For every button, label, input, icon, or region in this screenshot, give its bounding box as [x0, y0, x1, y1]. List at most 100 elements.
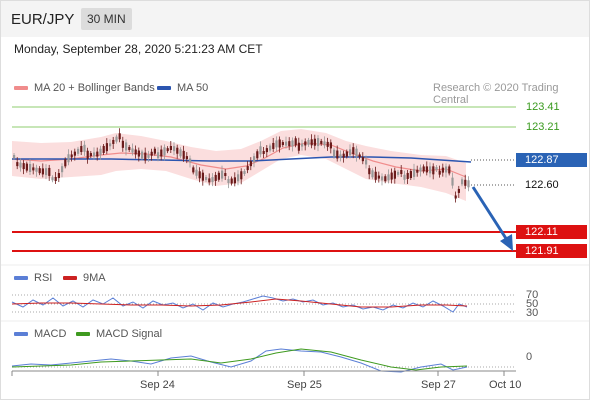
ma20-line [11, 142, 467, 178]
legend-rsi-ma: 9MA [63, 272, 106, 284]
legend-macd-signal: MACD Signal [76, 328, 162, 340]
candle-body [131, 148, 134, 153]
candle-body [77, 148, 80, 154]
candle-body [185, 156, 188, 160]
candle-body [310, 139, 313, 146]
candle-body [349, 149, 352, 156]
candle-body [240, 171, 243, 180]
candle-body [134, 149, 137, 155]
candle-body [195, 169, 198, 176]
candle-body [361, 157, 364, 162]
candle-body [416, 169, 419, 173]
candle-body [73, 151, 76, 156]
candle-body [227, 179, 230, 184]
chart-header: EUR/JPY 30 MIN [1, 1, 589, 37]
candle-body [86, 150, 89, 159]
last-price-tag: 122.60 [516, 178, 587, 192]
legend-ma20: MA 20 + Bollinger Bands [14, 82, 155, 94]
candle-body [137, 150, 140, 157]
candle-body [313, 138, 316, 146]
legend-macd: MACD [14, 328, 66, 340]
candle-body [118, 133, 121, 140]
candle-body [435, 167, 438, 171]
legend-rsi-label: RSI [34, 272, 53, 284]
x-label-sep25: Sep 25 [287, 379, 322, 391]
candle-body [307, 139, 310, 145]
candle-body [377, 175, 380, 179]
candle-body [272, 142, 275, 149]
candle-body [64, 159, 67, 167]
support-1-tag: 122.11 [516, 225, 587, 239]
candle-body [304, 141, 307, 146]
candle-body [342, 153, 345, 158]
candle-body [301, 143, 304, 147]
candle-body [16, 162, 19, 167]
candle-body [413, 168, 416, 177]
candle-body [368, 168, 371, 175]
candle-body [169, 146, 172, 150]
rsi-line [11, 295, 468, 313]
rsi-axis-50: 50 [526, 298, 539, 310]
resistance-1-label: 123.21 [526, 121, 560, 133]
candle-body [265, 148, 268, 153]
candle-body [269, 145, 272, 151]
candle-body [355, 148, 358, 157]
candle-body [390, 172, 393, 180]
candle-body [35, 167, 38, 172]
projection-arrowhead [500, 234, 513, 251]
rsi-axis-30: 30 [526, 307, 539, 319]
ma50-price-tag: 122.87 [516, 153, 587, 167]
candle-body [217, 172, 220, 180]
timeframe-button[interactable]: 30 MIN [81, 8, 132, 30]
currency-pair-title: EUR/JPY [11, 11, 75, 28]
rsi-axis-70: 70 [526, 289, 539, 301]
candle-body [144, 152, 147, 161]
x-label-sep27: Sep 27 [421, 379, 456, 391]
rsi-ma-swatch [63, 276, 77, 280]
timestamp: Monday, September 28, 2020 5:21:23 AM CE… [14, 42, 263, 56]
candle-body [419, 167, 422, 172]
candle-body [214, 174, 217, 181]
candle-body [432, 166, 435, 175]
candle-body [189, 158, 192, 163]
candle-body [67, 154, 70, 163]
candle-body [320, 140, 323, 144]
support-2-tag: 121.91 [516, 244, 587, 258]
candle-body [333, 149, 336, 157]
rsi-ma-line [11, 298, 468, 308]
candle-body [256, 151, 259, 159]
candle-body [224, 173, 227, 177]
legend-ma20-label: MA 20 + Bollinger Bands [34, 82, 155, 94]
legend-ma50: MA 50 [157, 82, 208, 94]
candle-body [109, 143, 112, 147]
candle-body [317, 138, 320, 147]
candle-body [192, 167, 195, 173]
candle-body [48, 167, 51, 176]
ma20-swatch [14, 86, 28, 90]
candle-body [358, 154, 361, 158]
candle-body [281, 142, 284, 146]
candle-body [29, 164, 32, 172]
ma50-swatch [157, 86, 171, 90]
legend-rsi: RSI [14, 272, 52, 284]
candle-body [83, 144, 86, 152]
candle-body [105, 143, 108, 152]
candle-body [160, 149, 163, 157]
candle-body [288, 141, 291, 147]
candle-body [80, 146, 83, 153]
candle-body [141, 151, 144, 159]
macd-axis-zero: 0 [526, 351, 533, 363]
resistance-2-label: 123.41 [526, 101, 560, 113]
candle-body [326, 141, 329, 147]
macd-line [11, 348, 468, 373]
candle-body [403, 174, 406, 180]
candle-body [467, 180, 470, 188]
candle-body [208, 178, 211, 183]
candle-body [262, 150, 265, 154]
candle-body [128, 146, 131, 150]
candle-body [438, 170, 441, 175]
macd-signal-swatch [76, 332, 90, 336]
candle-body [237, 174, 240, 182]
